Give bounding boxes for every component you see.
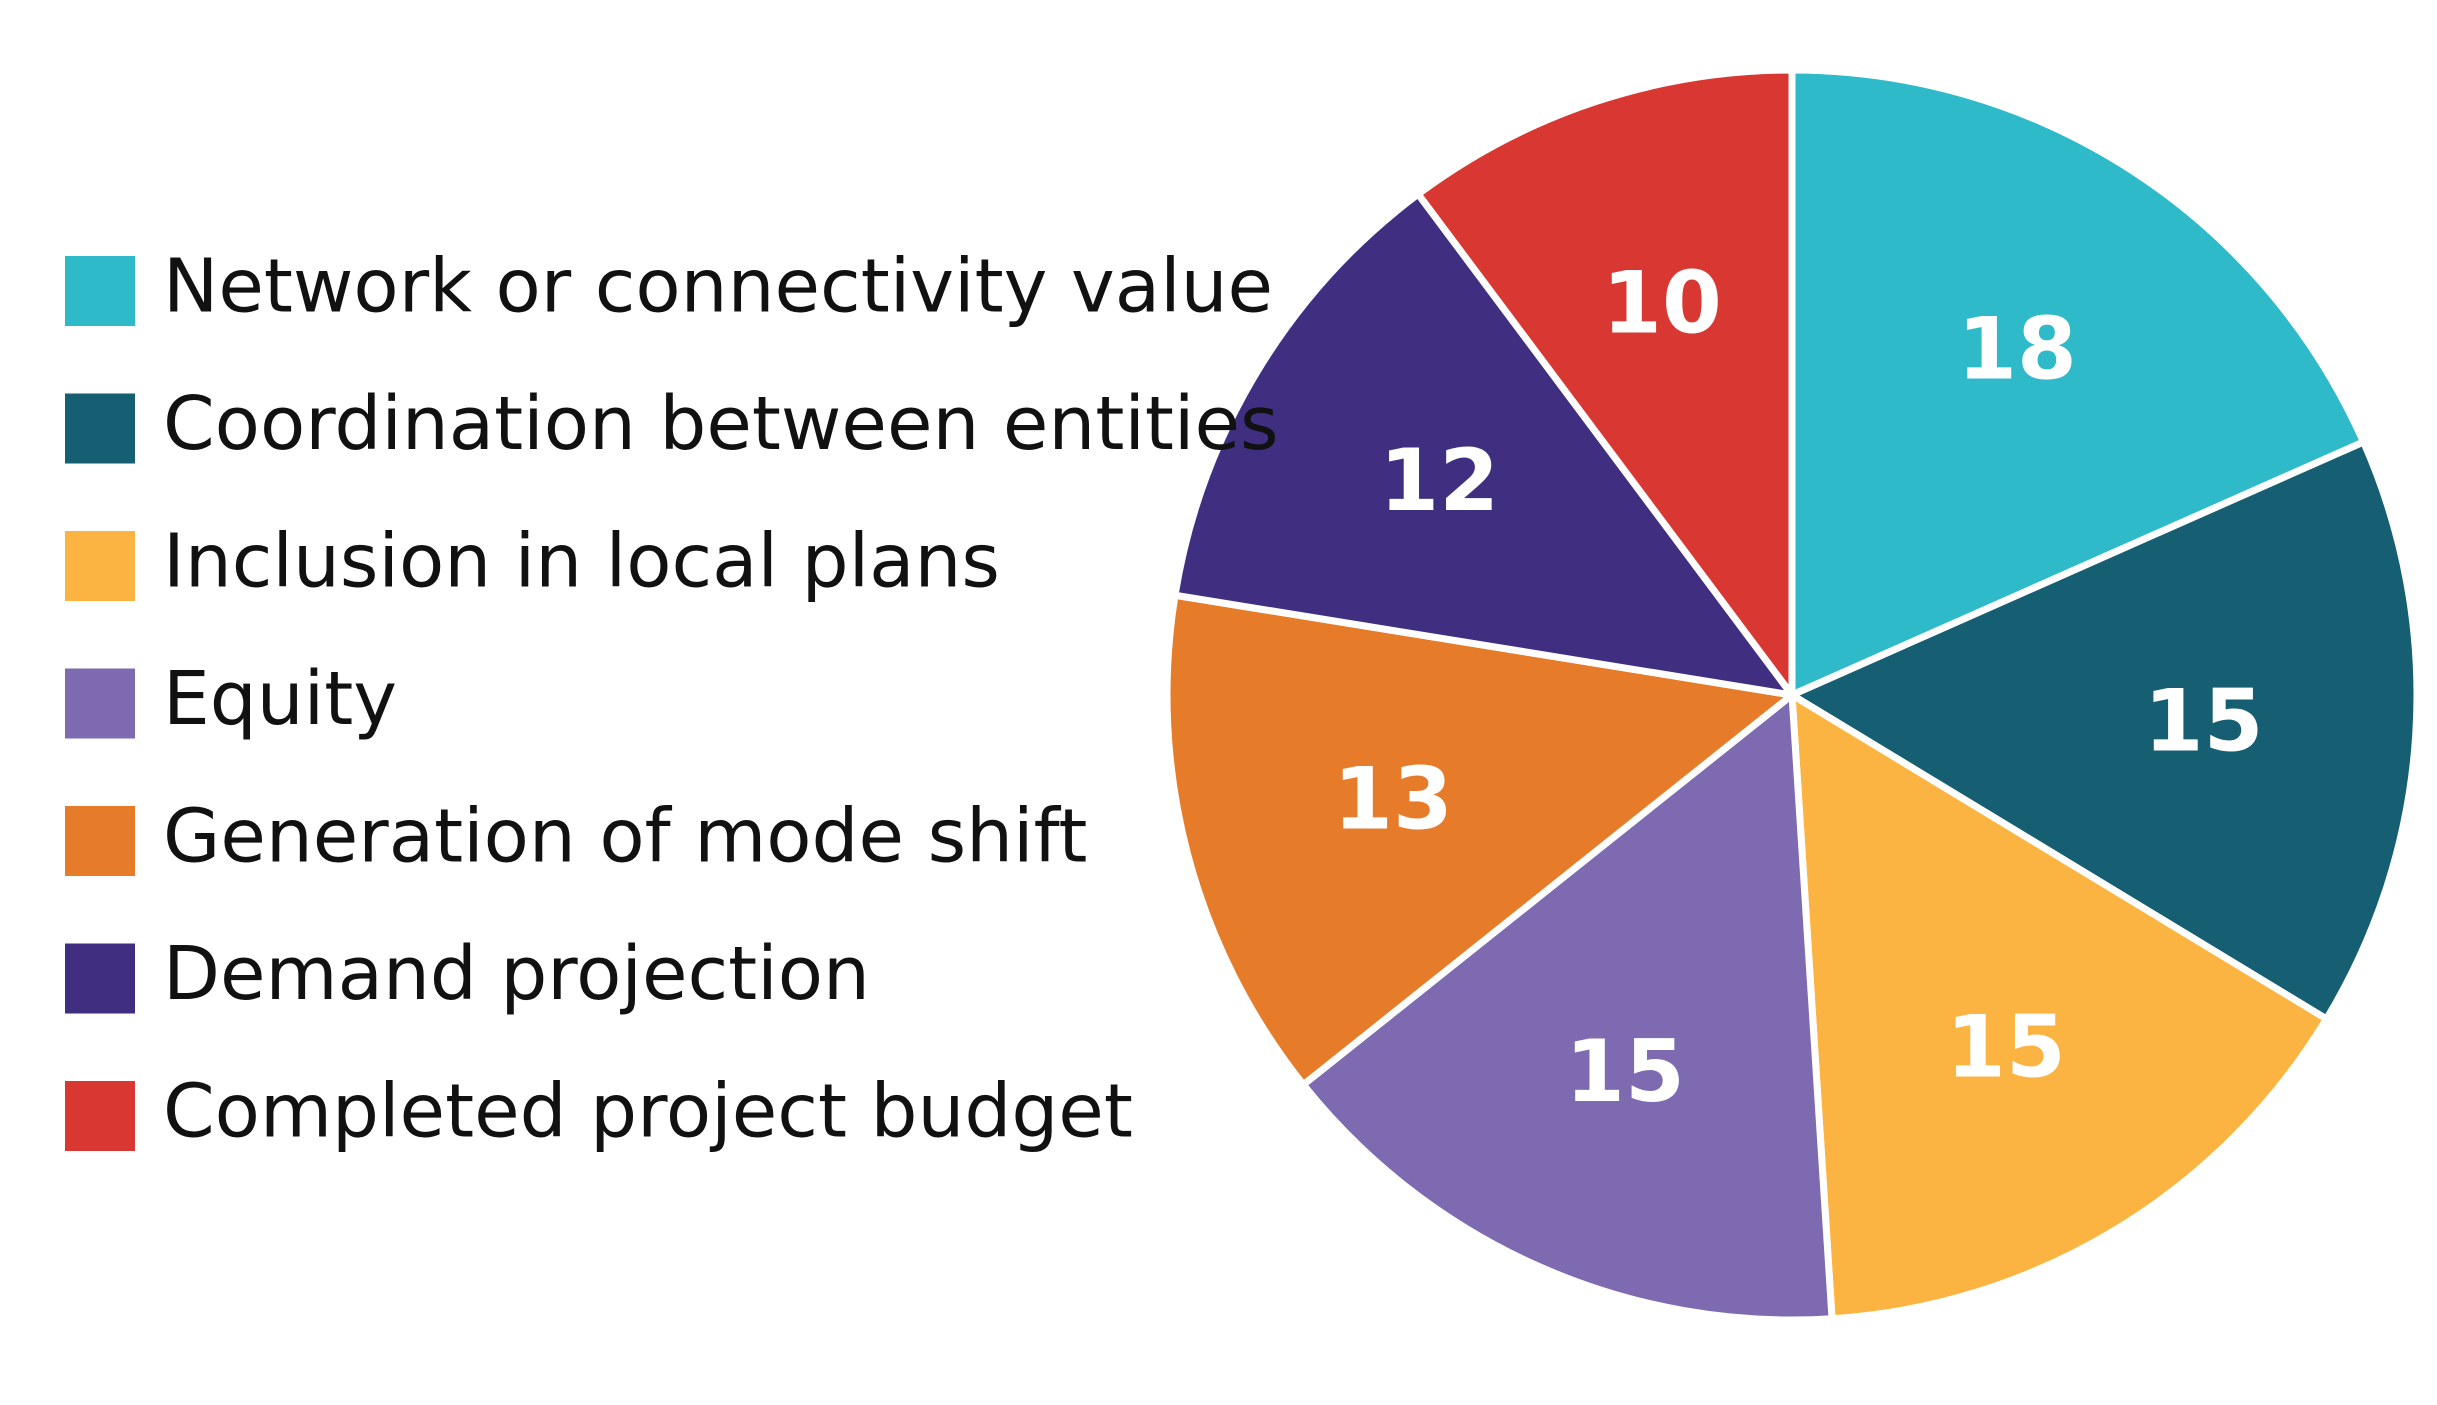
value-label: 12: [1379, 431, 1499, 531]
value-label: 15: [2144, 671, 2264, 771]
value-label: 18: [1957, 299, 2077, 399]
legend-label: Coordination between entities: [163, 381, 1279, 467]
legend-label: Generation of mode shift: [163, 794, 1087, 880]
pie-slice: [1171, 190, 1796, 699]
value-label: 15: [1565, 1022, 1685, 1122]
pie-slice: [1788, 691, 2330, 1323]
value-label: 10: [1602, 254, 1722, 354]
pie-slice: [1414, 66, 1796, 699]
legend-swatch: [65, 531, 135, 601]
legend-swatch: [65, 393, 135, 464]
pie-slice: [1163, 591, 1796, 1089]
value-label: 15: [1946, 998, 2066, 1098]
legend-swatch: [65, 256, 135, 326]
legend-swatch: [65, 1081, 135, 1151]
legend-label: Network or connectivity value: [163, 244, 1273, 330]
legend-swatch: [65, 668, 135, 739]
pie-slice: [1788, 66, 2368, 699]
legend-label: Inclusion in local plans: [163, 519, 1000, 605]
legend-label: Equity: [163, 656, 397, 742]
pie-slice: [1788, 438, 2421, 1023]
value-label: 13: [1333, 750, 1453, 850]
legend-swatch: [65, 806, 135, 876]
pie-slice: [1299, 691, 1836, 1324]
legend-swatch: [65, 943, 135, 1014]
legend-label: Demand projection: [163, 931, 870, 1017]
legend-label: Completed project budget: [163, 1069, 1133, 1155]
